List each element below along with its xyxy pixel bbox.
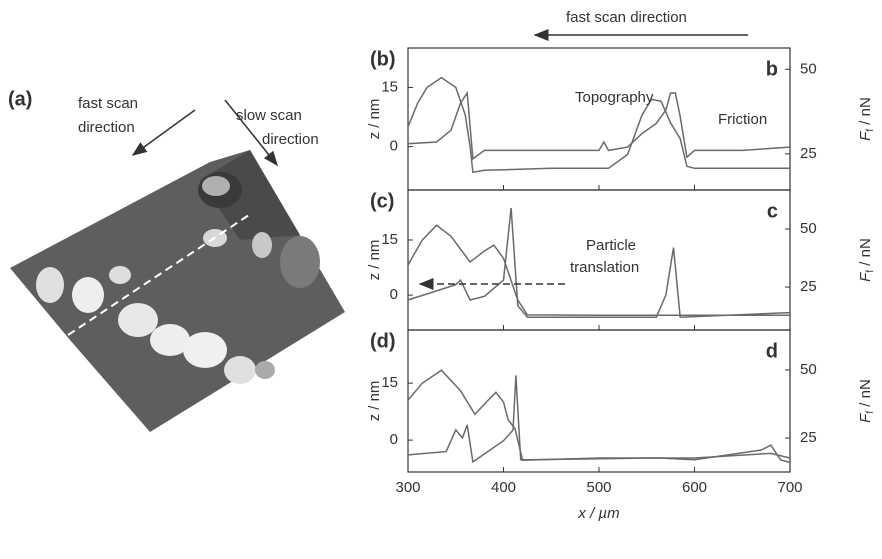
x-tick-label: 600 [682,479,707,496]
label: fast scan [78,95,138,112]
y-tick-label: 0 [390,286,398,303]
y-tick-label: 0 [390,138,398,155]
corner-label: b [766,58,778,80]
y-axis-label: z / nm [366,99,383,140]
data-line [408,375,790,462]
annotation: translation [570,259,639,276]
corner-label: c [767,200,778,222]
label: direction [262,131,319,148]
x-tick-label: 300 [395,479,420,496]
y2-label-part: / nN [857,238,874,270]
y2-label-part: / nN [857,97,874,129]
y2-label-part: / nN [857,379,874,411]
label: direction [78,119,135,136]
y-tick-label: 0 [390,431,398,448]
y2-axis-label: Ff / nN [857,97,876,141]
y2-axis-label: Ff / nN [857,238,876,282]
x-tick-label: 500 [586,479,611,496]
panel-label: (d) [370,330,396,352]
annotation: Particle [586,237,636,254]
series-label: Friction [718,111,767,128]
y2-tick-label: 25 [800,429,817,446]
y2-axis-label: Ff / nN [857,379,876,423]
y-tick-label: 15 [381,374,398,391]
plot-frame [408,330,790,472]
corner-label: d [766,340,778,362]
y-axis-label: z / nm [366,240,383,281]
panel-label: (b) [370,48,396,70]
y2-tick-label: 50 [800,60,817,77]
y-tick-label: 15 [381,78,398,95]
y-axis-label: z / nm [366,381,383,422]
label: fast scan direction [566,9,687,26]
figure: (a) fast scan direction slow scan direct… [0,0,882,554]
y2-tick-label: 25 [800,278,817,295]
y2-tick-label: 50 [800,220,817,237]
panel-label: (a) [8,88,32,110]
afm-image [10,100,345,432]
y2-tick-label: 50 [800,361,817,378]
panel-label: (c) [370,190,394,212]
x-tick-label: 700 [777,479,802,496]
y-tick-label: 15 [381,231,398,248]
y2-tick-label: 25 [800,145,817,162]
x-tick-label: 400 [491,479,516,496]
label: slow scan [236,107,302,124]
data-line [408,370,790,460]
series-label: Topography [575,89,654,106]
x-axis-label: x / µm [577,505,619,522]
